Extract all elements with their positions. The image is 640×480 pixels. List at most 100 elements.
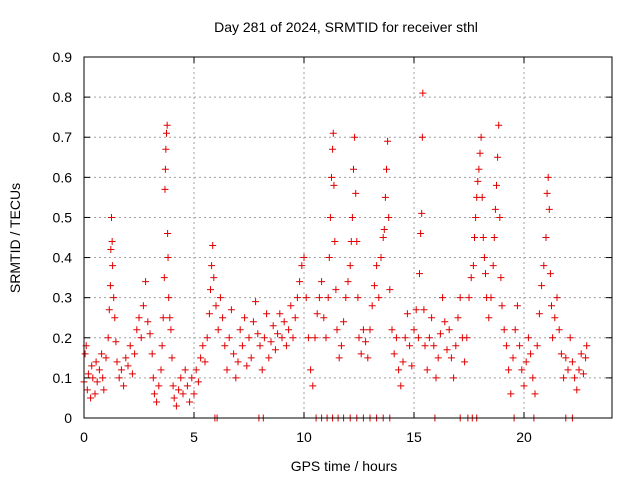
plot-frame (83, 56, 613, 419)
data-point (454, 314, 462, 322)
data-point (203, 334, 211, 342)
data-point (352, 189, 360, 197)
data-point (518, 366, 526, 374)
data-point (254, 330, 262, 338)
data-point (155, 382, 163, 390)
data-point (315, 294, 323, 302)
data-point (524, 334, 532, 342)
data-point (493, 181, 500, 189)
y-tick-label: 0.5 (53, 209, 73, 225)
data-point (139, 302, 147, 310)
data-point (291, 314, 299, 322)
y-axis-label: SRMTID / TECUs (7, 183, 23, 293)
data-point (461, 358, 469, 366)
data-point (144, 318, 152, 326)
data-point (566, 334, 574, 342)
data-point (511, 326, 519, 334)
data-point (573, 386, 581, 394)
data-point (326, 213, 334, 221)
data-point (399, 358, 407, 366)
data-point (216, 294, 224, 302)
data-point (238, 342, 246, 350)
data-point (188, 374, 196, 382)
data-point (177, 374, 185, 382)
data-point (166, 314, 174, 322)
data-point (108, 213, 115, 221)
data-point (542, 234, 550, 241)
data-point (329, 145, 337, 153)
data-point (245, 334, 253, 342)
data-point (583, 342, 591, 350)
data-point (87, 394, 95, 402)
data-point (263, 310, 271, 318)
y-tick-label: 0.6 (53, 169, 73, 185)
data-point (350, 165, 357, 173)
data-point (175, 386, 183, 394)
data-point (557, 350, 565, 358)
data-point (199, 342, 207, 350)
data-point (447, 354, 455, 362)
data-point (109, 262, 117, 270)
data-point (208, 262, 216, 270)
data-point (149, 374, 157, 382)
data-point (520, 382, 528, 390)
data-point (494, 153, 502, 161)
data-point (575, 366, 583, 374)
data-point (441, 318, 449, 326)
data-point (285, 326, 293, 334)
data-point (380, 225, 388, 233)
data-point (403, 310, 411, 318)
data-point (487, 294, 495, 302)
data-point (421, 342, 429, 350)
data-point (351, 133, 359, 141)
data-point (355, 334, 363, 342)
data-point (167, 326, 175, 334)
data-point (247, 354, 255, 362)
data-point (408, 362, 416, 370)
data-point (332, 286, 340, 294)
data-point (428, 314, 436, 322)
data-point (164, 254, 172, 262)
data-point (545, 205, 553, 213)
data-point (258, 366, 266, 374)
data-point (419, 89, 427, 97)
y-tick-label: 0.4 (53, 250, 73, 266)
data-point (165, 294, 173, 302)
data-point (161, 165, 169, 173)
data-point (107, 246, 115, 254)
data-point (81, 350, 89, 358)
data-point (549, 334, 557, 342)
data-point (236, 326, 244, 334)
data-point (135, 314, 143, 322)
data-point (153, 398, 161, 406)
data-point (329, 129, 337, 137)
data-point (443, 346, 451, 354)
data-point (289, 334, 297, 342)
y-tick-label: 0.1 (53, 370, 73, 386)
data-point (456, 294, 464, 302)
data-point (106, 282, 114, 290)
data-point (122, 354, 130, 362)
data-point (546, 270, 554, 278)
y-tick-label: 0 (64, 410, 72, 426)
data-point (344, 278, 352, 286)
data-point (370, 282, 378, 290)
data-point (410, 326, 418, 334)
data-point (450, 374, 458, 382)
data-point (564, 366, 572, 374)
data-point (163, 129, 170, 137)
data-point (210, 274, 218, 282)
data-point (105, 306, 113, 314)
data-point (133, 326, 141, 334)
data-point (384, 137, 392, 145)
data-point (490, 234, 498, 241)
data-point (432, 374, 440, 382)
data-point (124, 362, 132, 370)
axis-ticks (83, 56, 612, 419)
data-point (309, 382, 317, 390)
data-point (256, 342, 264, 350)
data-point (190, 390, 198, 398)
data-point (507, 390, 515, 398)
data-point (551, 314, 559, 322)
